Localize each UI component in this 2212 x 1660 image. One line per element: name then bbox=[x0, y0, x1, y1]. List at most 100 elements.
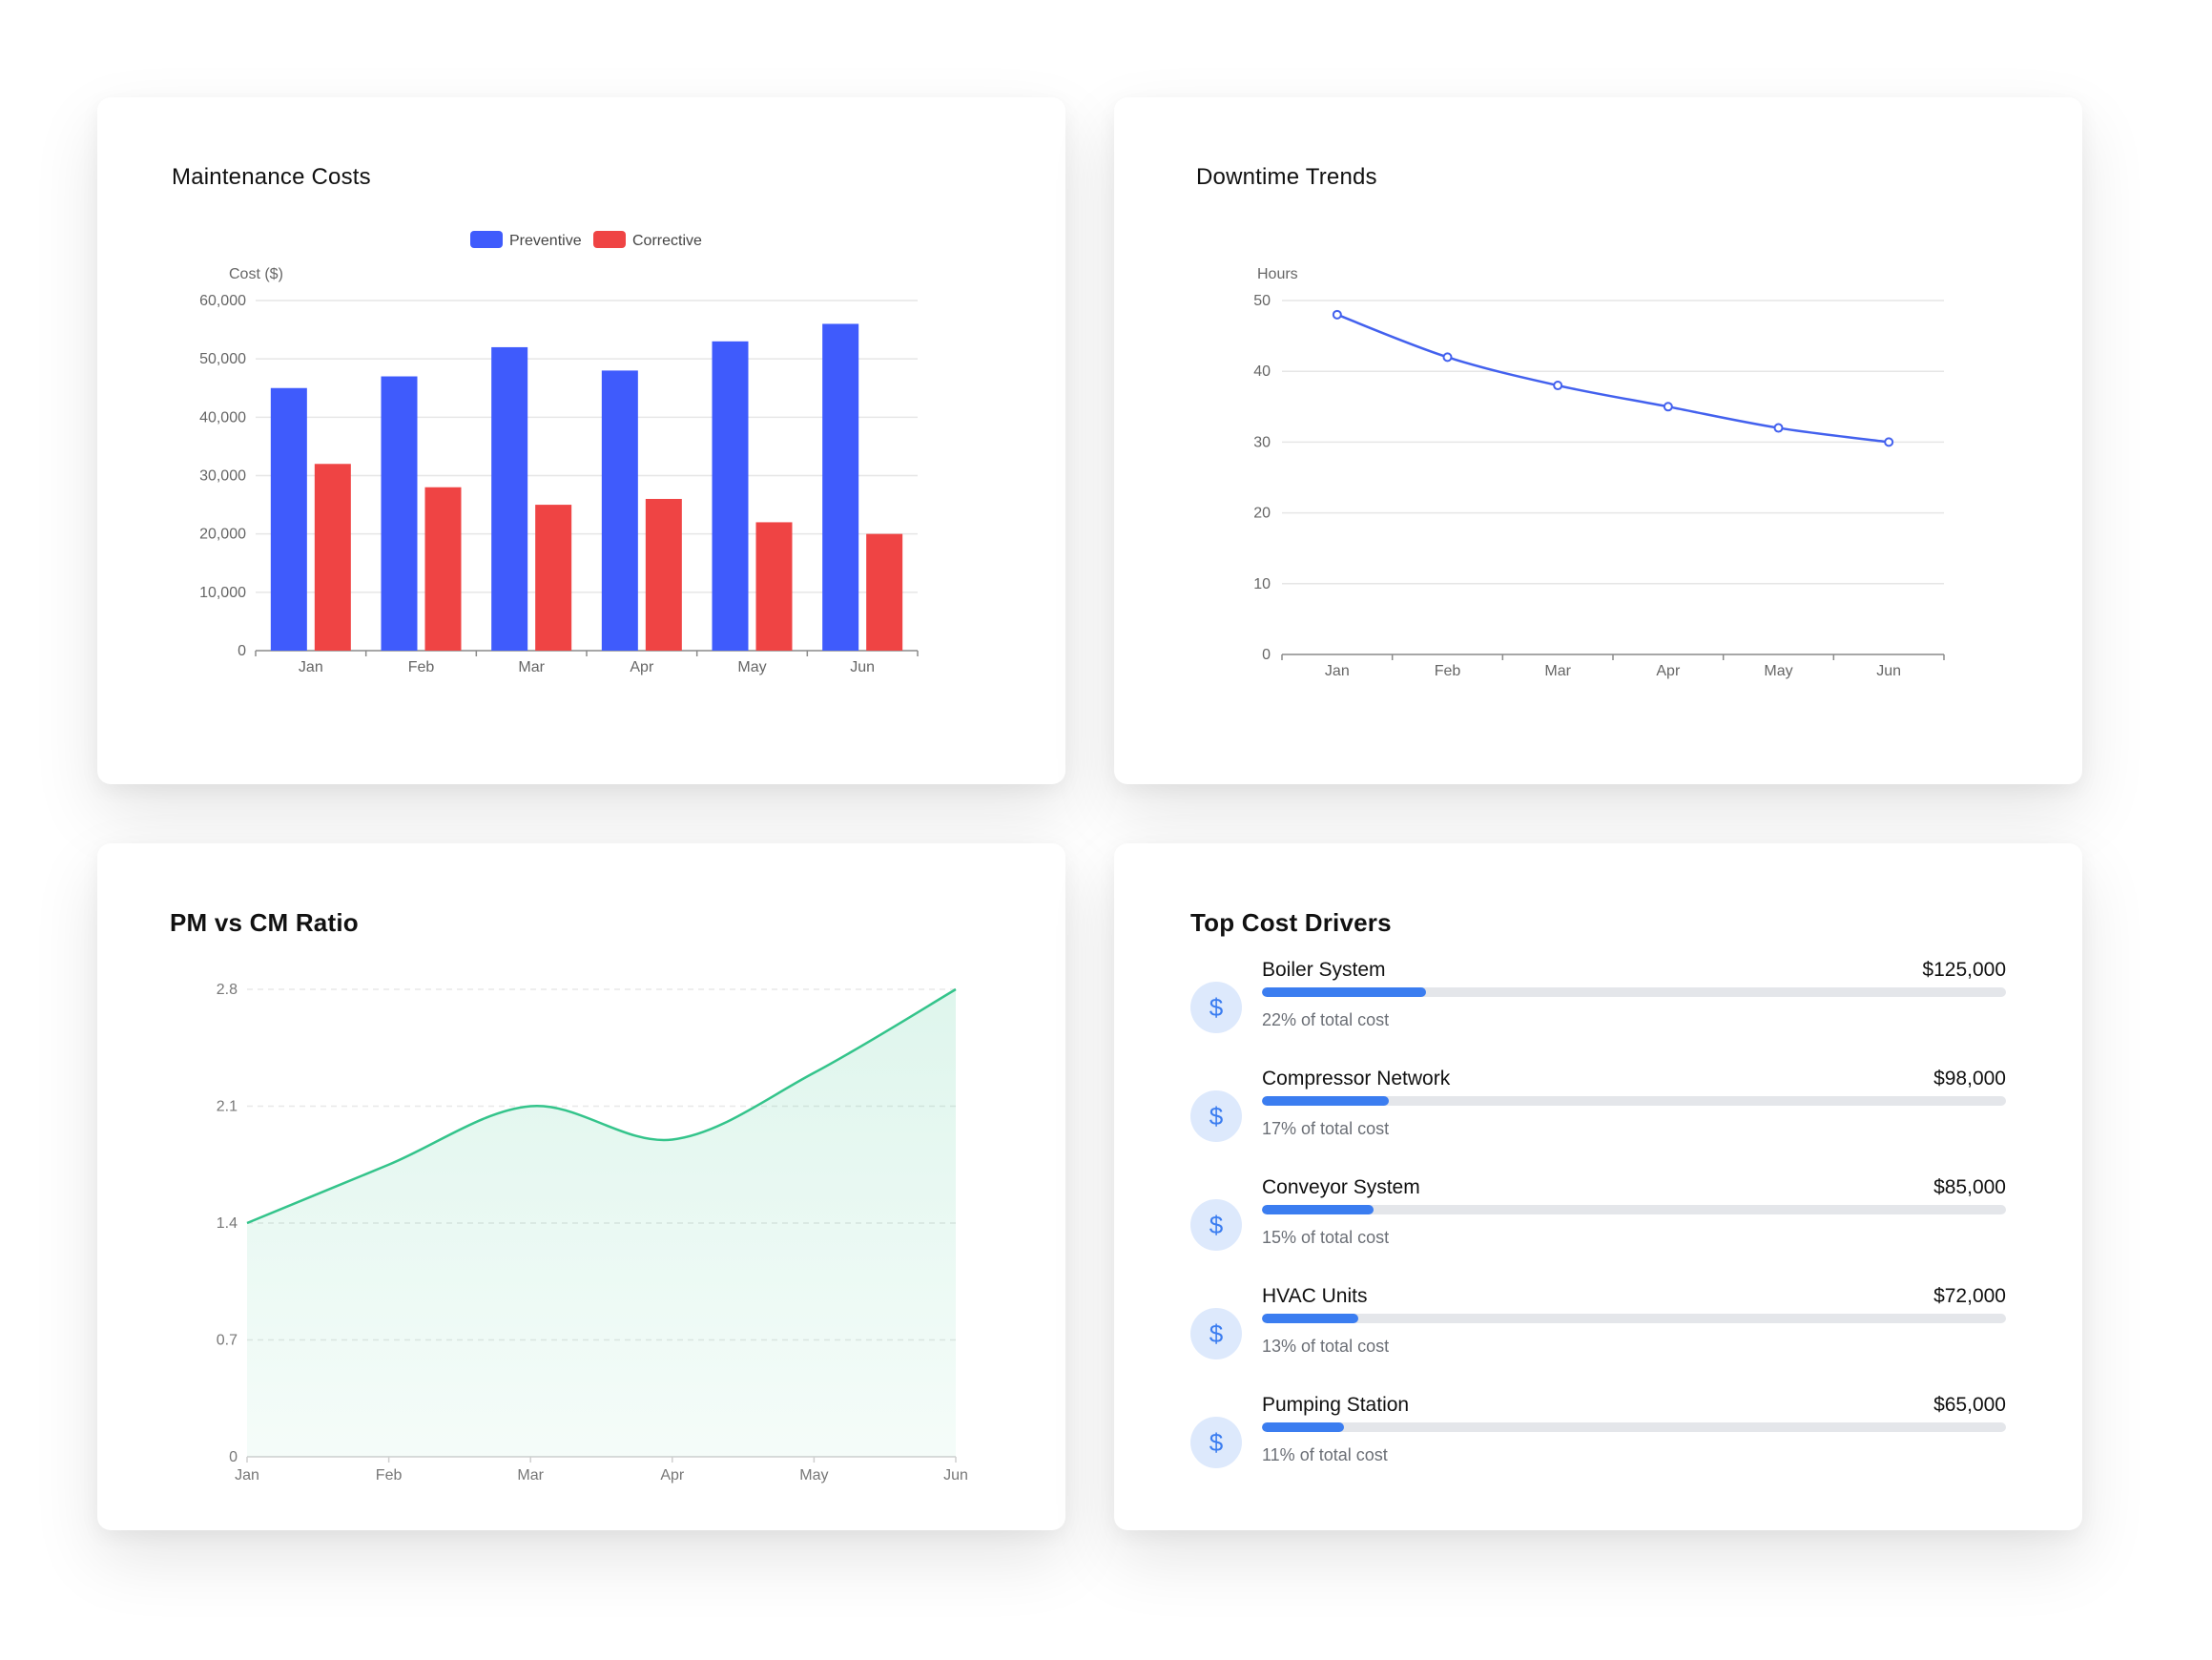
legend-label: Preventive bbox=[509, 233, 582, 249]
downtime-point bbox=[1332, 309, 1342, 320]
legend-swatch bbox=[593, 231, 626, 248]
corrective-bar bbox=[755, 522, 793, 651]
x-tick-label: Mar bbox=[1544, 663, 1571, 679]
x-tick-label: Jan bbox=[235, 1467, 259, 1484]
preventive-bar bbox=[491, 346, 528, 651]
x-tick-label: Feb bbox=[1435, 663, 1461, 679]
x-tick-label: Jan bbox=[299, 659, 323, 675]
downtime-trends-title: Downtime Trends bbox=[1196, 164, 1377, 190]
pm-cm-ratio-card: PM vs CM Ratio 0 0.7 1.4 2.1 2.8 Jan Feb Mar Apr… bbox=[97, 843, 1065, 1530]
y-tick-label: 2.8 bbox=[217, 982, 238, 998]
y-tick-label: 40 bbox=[1253, 363, 1271, 380]
y-axis-label: Hours bbox=[1257, 266, 1298, 282]
corrective-bar bbox=[645, 498, 682, 651]
driver-share-text: 13% of total cost bbox=[1262, 1337, 1390, 1356]
driver-share-fill bbox=[1262, 1205, 1374, 1214]
dollar-icon: $ bbox=[1190, 1417, 1242, 1468]
y-tick-label: 0 bbox=[238, 643, 246, 659]
downtime-point bbox=[1773, 423, 1784, 433]
driver-name: Conveyor System bbox=[1262, 1176, 1420, 1198]
y-tick-label: 2.1 bbox=[217, 1099, 238, 1115]
driver-share-fill bbox=[1262, 987, 1426, 997]
y-tick-label: 10,000 bbox=[199, 585, 246, 601]
y-tick-label: 0 bbox=[229, 1449, 238, 1465]
dollar-icon: $ bbox=[1190, 1308, 1242, 1359]
driver-share-text: 11% of total cost bbox=[1262, 1445, 1388, 1464]
driver-share-text: 15% of total cost bbox=[1262, 1228, 1390, 1247]
driver-name: Compressor Network bbox=[1262, 1068, 1451, 1089]
legend-label: Corrective bbox=[632, 233, 702, 249]
x-tick-label: May bbox=[737, 659, 766, 675]
driver-share-fill bbox=[1262, 1096, 1389, 1106]
x-tick-label: Apr bbox=[1656, 663, 1681, 679]
cost-driver-row: $ Conveyor System $85,000 15% of total cost bbox=[1190, 1176, 2006, 1276]
pm-cm-ratio-chart: 0 0.7 1.4 2.1 2.8 Jan Feb Mar Apr May Jun bbox=[217, 982, 968, 1484]
y-tick-label: 60,000 bbox=[199, 293, 246, 309]
driver-share-track bbox=[1262, 1205, 2006, 1214]
ratio-line bbox=[246, 987, 957, 1225]
y-tick-label: 0 bbox=[1262, 647, 1271, 663]
preventive-bar bbox=[270, 387, 307, 651]
legend-swatch bbox=[470, 231, 503, 248]
y-tick-label: 0.7 bbox=[217, 1333, 238, 1349]
maintenance-costs-chart: 0 10,000 20,000 30,000 40,000 50,000 60,000 Cos… bbox=[199, 231, 919, 675]
y-tick-label: 30,000 bbox=[199, 468, 246, 485]
driver-name: Boiler System bbox=[1262, 959, 1386, 981]
y-tick-label: 50 bbox=[1253, 293, 1271, 309]
driver-share-text: 17% of total cost bbox=[1262, 1119, 1390, 1138]
driver-share-fill bbox=[1262, 1314, 1359, 1323]
preventive-bar bbox=[381, 376, 418, 651]
x-tick-label: Jun bbox=[943, 1467, 968, 1484]
x-tick-label: Apr bbox=[630, 659, 654, 675]
y-tick-label: 20,000 bbox=[199, 527, 246, 543]
y-tick-label: 10 bbox=[1253, 576, 1271, 592]
pm-cm-ratio-title: PM vs CM Ratio bbox=[170, 908, 359, 937]
y-axis-label: Cost ($) bbox=[229, 266, 283, 282]
top-cost-drivers-title: Top Cost Drivers bbox=[1190, 908, 1392, 937]
driver-share-text: 22% of total cost bbox=[1262, 1010, 1390, 1029]
driver-amount: $98,000 bbox=[1933, 1068, 2006, 1089]
y-tick-label: 1.4 bbox=[217, 1215, 238, 1232]
downtime-trends-card: Downtime Trends 0 10 20 30 40 50 Hours Jan Feb Ma… bbox=[1114, 97, 2082, 784]
x-tick-label: May bbox=[799, 1467, 828, 1484]
downtime-point bbox=[1663, 402, 1673, 412]
y-tick-label: 20 bbox=[1253, 506, 1271, 522]
downtime-trends-chart: 0 10 20 30 40 50 Hours Jan Feb Mar Apr May Jun bbox=[1253, 266, 1945, 679]
y-tick-label: 30 bbox=[1253, 434, 1271, 450]
x-tick-label: Mar bbox=[518, 659, 545, 675]
dollar-icon: $ bbox=[1190, 1090, 1242, 1142]
corrective-bar bbox=[866, 533, 903, 651]
dollar-icon: $ bbox=[1190, 1199, 1242, 1251]
driver-share-track bbox=[1262, 1096, 2006, 1106]
corrective-bar bbox=[314, 464, 351, 651]
driver-amount: $72,000 bbox=[1933, 1285, 2006, 1307]
driver-share-track bbox=[1262, 987, 2006, 997]
driver-amount: $65,000 bbox=[1933, 1394, 2006, 1416]
x-tick-label: Jun bbox=[1876, 663, 1901, 679]
preventive-bar bbox=[601, 370, 638, 651]
preventive-bar bbox=[712, 341, 749, 651]
corrective-bar bbox=[424, 487, 462, 651]
maintenance-costs-card: Maintenance Costs 0 10,000 20,000 30,000 40,… bbox=[97, 97, 1065, 784]
x-tick-label: May bbox=[1764, 663, 1792, 679]
downtime-point bbox=[1553, 381, 1563, 391]
driver-share-fill bbox=[1262, 1422, 1344, 1432]
driver-amount: $125,000 bbox=[1922, 959, 2006, 981]
x-tick-label: Mar bbox=[517, 1467, 544, 1484]
x-tick-label: Jun bbox=[850, 659, 875, 675]
cost-driver-row: $ Compressor Network $98,000 17% of total c… bbox=[1190, 1068, 2006, 1167]
maintenance-costs-title: Maintenance Costs bbox=[172, 164, 371, 190]
downtime-line bbox=[1336, 313, 1890, 444]
driver-share-track bbox=[1262, 1422, 2006, 1432]
cost-driver-row: $ HVAC Units $72,000 13% of total cost bbox=[1190, 1285, 2006, 1384]
driver-amount: $85,000 bbox=[1933, 1176, 2006, 1198]
x-tick-label: Apr bbox=[660, 1467, 685, 1484]
y-tick-label: 40,000 bbox=[199, 409, 246, 425]
downtime-point bbox=[1442, 352, 1453, 363]
top-cost-drivers-card: Top Cost Drivers $ Boiler System $125,000 2… bbox=[1114, 843, 2082, 1530]
x-tick-label: Feb bbox=[408, 659, 435, 675]
downtime-point bbox=[1884, 437, 1894, 447]
cost-driver-row: $ Boiler System $125,000 22% of total cost bbox=[1190, 959, 2006, 1058]
preventive-bar bbox=[822, 323, 859, 651]
driver-share-track bbox=[1262, 1314, 2006, 1323]
